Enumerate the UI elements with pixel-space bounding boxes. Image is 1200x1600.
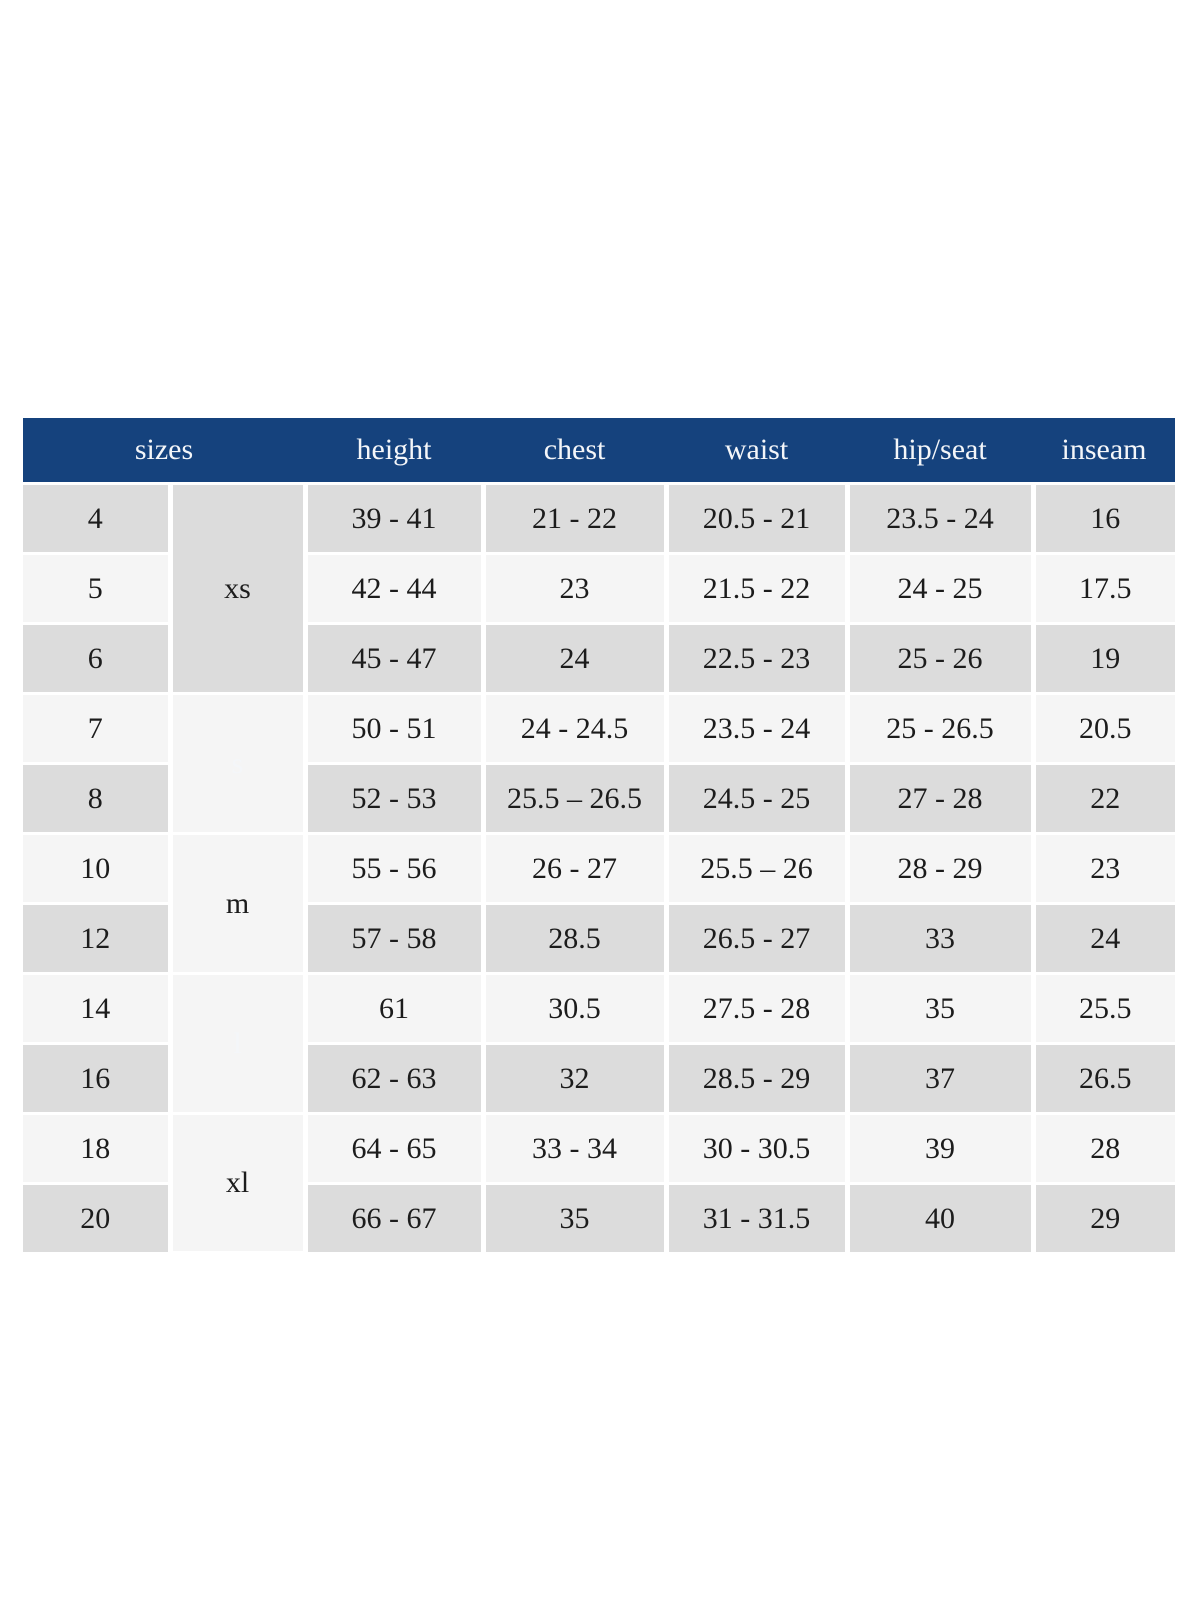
header-inseam: inseam [1033,418,1176,484]
size-cell: 4 [23,482,173,555]
size-cell: 18 [23,1112,173,1185]
inseam-cell: 22 [1030,762,1176,835]
chest-cell: 25.5 – 26.5 [480,762,669,835]
hip-seat-cell: 39 [844,1112,1036,1185]
height-cell: 57 - 58 [302,902,486,975]
chest-cell: 23 [480,552,669,625]
chest-cell: 26 - 27 [480,832,669,905]
hip-seat-cell: 28 - 29 [844,832,1036,905]
chest-cell: 21 - 22 [480,482,669,555]
waist-cell: 31 - 31.5 [663,1182,850,1252]
inseam-cell: 20.5 [1030,692,1176,765]
size-group-cell: s [167,692,308,835]
size-group-cell: xl [167,1112,308,1254]
table-row: 10 m 55 - 56 26 - 27 25.5 – 26 28 - 29 23 [23,832,1176,975]
waist-cell: 30 - 30.5 [663,1112,850,1185]
waist-cell: 27.5 - 28 [663,972,850,1045]
height-cell: 39 - 41 [302,482,486,555]
size-cell: 16 [23,1042,173,1115]
size-cell: 10 [23,832,173,905]
header-waist: waist [666,418,848,484]
inseam-cell: 16 [1030,482,1176,555]
chest-cell: 35 [480,1182,669,1252]
header-hip-seat: hip/seat [847,418,1034,484]
table-row: 8 52 - 53 25.5 – 26.5 24.5 - 25 27 - 28 22 [23,762,1176,835]
waist-cell: 25.5 – 26 [663,832,850,905]
table-row: 20 66 - 67 35 31 - 31.5 40 29 [23,1182,1176,1252]
inseam-cell: 28 [1030,1112,1176,1185]
header-row: sizes height chest waist hip/seat inseam [23,418,1176,484]
hip-seat-cell: 37 [844,1042,1036,1115]
size-chart-body: 4 xs 39 - 41 21 - 22 20.5 - 21 23.5 - 24 16 5 42… [23,482,1176,1254]
waist-cell: 20.5 - 21 [663,482,850,555]
inseam-cell: 25.5 [1030,972,1176,1045]
hip-seat-cell: 24 - 25 [844,552,1036,625]
height-cell: 61 [302,972,486,1045]
size-cell: 12 [23,902,173,975]
size-cell: 5 [23,552,173,625]
chest-cell: 28.5 [480,902,669,975]
waist-cell: 22.5 - 23 [663,622,850,695]
waist-cell: 21.5 - 22 [663,552,850,625]
chest-cell: 33 - 34 [480,1112,669,1185]
table-row: 18 xl 64 - 65 33 - 34 30 - 30.5 39 28 [23,1112,1176,1254]
height-cell: 64 - 65 [302,1112,486,1185]
inseam-cell: 19 [1030,622,1176,695]
size-cell: 14 [23,972,173,1045]
inseam-cell: 23 [1030,832,1176,905]
chest-cell: 32 [480,1042,669,1115]
height-cell: 52 - 53 [302,762,486,835]
size-group-cell: xs [167,482,308,695]
header-sizes: sizes [23,418,306,484]
chest-cell: 24 - 24.5 [480,692,669,765]
header-chest: chest [483,418,667,484]
size-cell: 20 [23,1182,173,1252]
height-cell: 45 - 47 [302,622,486,695]
table-row: 4 xs 39 - 41 21 - 22 20.5 - 21 23.5 - 24 16 [23,482,1176,695]
hip-seat-cell: 40 [844,1182,1036,1252]
inseam-cell: 17.5 [1030,552,1176,625]
height-cell: 42 - 44 [302,552,486,625]
hip-seat-cell: 23.5 - 24 [844,482,1036,555]
height-cell: 50 - 51 [302,692,486,765]
inseam-cell: 24 [1030,902,1176,975]
chest-cell: 30.5 [480,972,669,1045]
size-chart: sizes height chest waist hip/seat inseam… [23,418,1176,1254]
size-group-cell: m [167,832,308,975]
table-row: 6 45 - 47 24 22.5 - 23 25 - 26 19 [23,622,1176,695]
size-cell: 6 [23,622,173,695]
height-cell: 66 - 67 [302,1182,486,1252]
table-row: 14 l 61 30.5 27.5 - 28 35 25.5 [23,972,1176,1115]
chest-cell: 24 [480,622,669,695]
hip-seat-cell: 27 - 28 [844,762,1036,835]
header-height: height [305,418,484,484]
inseam-cell: 26.5 [1030,1042,1176,1115]
table-row: 16 62 - 63 32 28.5 - 29 37 26.5 [23,1042,1176,1115]
inseam-cell: 29 [1030,1182,1176,1252]
waist-cell: 24.5 - 25 [663,762,850,835]
size-chart-table: sizes height chest waist hip/seat inseam… [23,418,1176,1254]
hip-seat-cell: 35 [844,972,1036,1045]
table-row: 12 57 - 58 28.5 26.5 - 27 33 24 [23,902,1176,975]
size-cell: 7 [23,692,173,765]
waist-cell: 23.5 - 24 [663,692,850,765]
waist-cell: 28.5 - 29 [663,1042,850,1115]
hip-seat-cell: 25 - 26 [844,622,1036,695]
table-row: 5 42 - 44 23 21.5 - 22 24 - 25 17.5 [23,552,1176,625]
height-cell: 62 - 63 [302,1042,486,1115]
hip-seat-cell: 33 [844,902,1036,975]
size-cell: 8 [23,762,173,835]
table-row: 7 s 50 - 51 24 - 24.5 23.5 - 24 25 - 26.5 20.5 [23,692,1176,835]
size-group-cell: l [167,972,308,1115]
height-cell: 55 - 56 [302,832,486,905]
waist-cell: 26.5 - 27 [663,902,850,975]
hip-seat-cell: 25 - 26.5 [844,692,1036,765]
